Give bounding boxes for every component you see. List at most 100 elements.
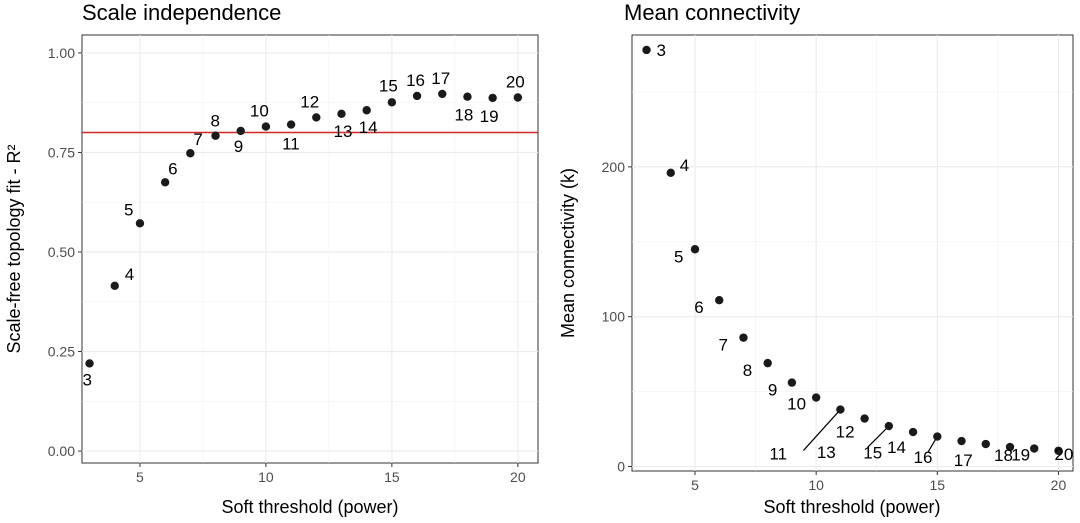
point-label: 14 [887, 438, 906, 457]
point-label: 9 [768, 381, 777, 400]
data-point [690, 245, 700, 254]
x-tick-label: 5 [691, 477, 699, 493]
point-label: 6 [168, 159, 177, 178]
point-label: 13 [333, 122, 352, 141]
data-point [787, 378, 797, 387]
data-point [236, 126, 245, 136]
point-label: 19 [480, 107, 499, 126]
x-tick-label: 15 [384, 469, 400, 485]
data-point [312, 113, 321, 122]
data-point [211, 131, 220, 140]
y-tick-label: 1.00 [48, 45, 75, 61]
point-label: 15 [379, 76, 398, 95]
x-axis-ticks: 5 10 15 20 [691, 471, 1066, 493]
point-label: 8 [743, 361, 752, 380]
x-axis-title: Soft threshold (power) [763, 497, 940, 517]
data-point [186, 149, 195, 158]
point-label: 11 [769, 445, 787, 464]
point-label: 12 [300, 92, 319, 111]
x-axis-title: Soft threshold (power) [221, 497, 398, 517]
data-point [860, 414, 869, 423]
point-label: 5 [124, 200, 133, 219]
point-label: 13 [817, 443, 836, 462]
data-point [488, 93, 497, 103]
data-point [513, 93, 523, 102]
point-label: 10 [250, 102, 269, 121]
point-label: 6 [694, 298, 703, 317]
point-label: 18 [994, 446, 1013, 465]
x-tick-label: 10 [808, 477, 824, 493]
data-point [981, 439, 990, 449]
point-label: 5 [674, 247, 683, 266]
data-point [110, 281, 119, 291]
data-point [463, 92, 472, 101]
data-point [387, 98, 397, 107]
y-axis-ticks: 0.00 0.25 0.50 0.75 1.00 [48, 45, 82, 459]
data-point [412, 91, 422, 101]
point-label: 15 [863, 444, 882, 463]
point-label: 12 [836, 423, 855, 442]
data-point [438, 89, 447, 99]
point-label: 20 [506, 73, 525, 92]
data-point [85, 359, 94, 368]
data-point [666, 168, 675, 178]
point-label: 17 [954, 451, 973, 470]
x-axis-ticks: 5 10 15 20 [136, 463, 526, 485]
point-label: 3 [657, 41, 666, 60]
plot-panel-border [631, 34, 1074, 472]
data-point [957, 436, 966, 446]
x-tick-label: 5 [136, 469, 144, 485]
chart-title: Scale independence [82, 0, 281, 25]
point-label: 18 [454, 106, 473, 125]
data-point [811, 393, 821, 402]
point-label: 7 [193, 130, 202, 149]
point-label: 7 [718, 336, 727, 355]
data-point [286, 120, 296, 129]
x-tick-label: 20 [1051, 477, 1067, 493]
plot-panel-border [81, 34, 539, 464]
point-label: 3 [83, 370, 92, 389]
label-leader-line [867, 425, 890, 448]
data-point [160, 178, 170, 187]
data-points [642, 45, 1063, 455]
data-point [1030, 444, 1039, 453]
point-label: 14 [359, 118, 378, 137]
y-tick-label: 0.25 [48, 344, 75, 360]
y-tick-label: 200 [602, 159, 626, 175]
point-label: 11 [282, 135, 300, 154]
x-tick-label: 10 [258, 469, 274, 485]
y-tick-label: 0.50 [48, 244, 75, 260]
data-point [933, 432, 942, 441]
data-point [908, 427, 918, 437]
point-label: 17 [431, 69, 450, 88]
x-tick-label: 20 [510, 469, 526, 485]
x-tick-label: 15 [930, 477, 946, 493]
data-point [884, 421, 894, 431]
y-tick-label: 0 [617, 459, 625, 475]
data-point [739, 333, 748, 342]
point-label: 16 [914, 448, 933, 467]
data-point [763, 358, 772, 368]
data-point [836, 405, 845, 414]
grid-lines [632, 35, 1073, 471]
data-point [1005, 442, 1015, 452]
data-point [1054, 446, 1063, 455]
point-label: 20 [1054, 445, 1073, 464]
y-tick-label: 100 [602, 309, 626, 325]
data-point [715, 295, 724, 305]
data-point [337, 109, 346, 119]
point-label: 10 [787, 395, 806, 414]
data-point [261, 122, 271, 131]
data-points [85, 89, 523, 368]
point-label: 8 [211, 112, 220, 131]
point-label: 16 [406, 71, 425, 90]
y-axis-title: Scale-free topology fit - R² [4, 144, 24, 353]
data-point [362, 106, 371, 115]
y-axis-ticks: 0 100 200 [602, 159, 632, 475]
point-label: 4 [680, 156, 689, 175]
